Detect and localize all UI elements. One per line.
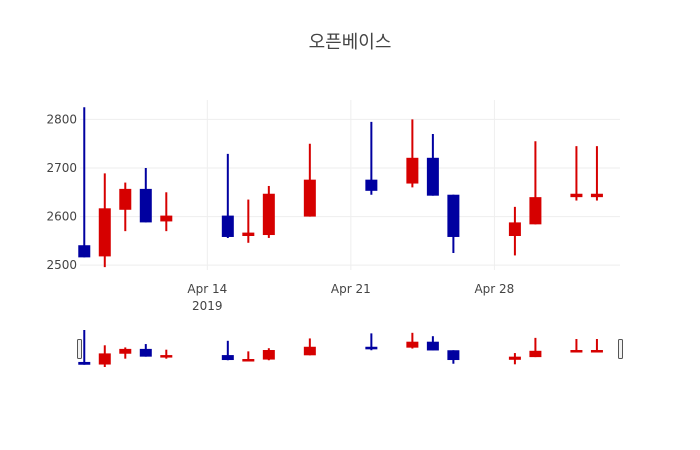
slider-candle — [221, 340, 234, 361]
plot-area[interactable] — [78, 107, 603, 268]
slider-handle-right[interactable] — [618, 339, 623, 359]
x-tick-year: 2019 — [192, 299, 223, 313]
x-tick-label: Apr 28 — [474, 282, 514, 296]
slider-candle — [119, 347, 132, 359]
candle[interactable] — [139, 168, 152, 223]
candle[interactable] — [98, 173, 111, 268]
candle[interactable] — [529, 141, 542, 225]
slider-candle — [262, 348, 275, 361]
slider-candle — [365, 333, 378, 351]
slider-candle — [529, 337, 542, 358]
slider-candle — [160, 349, 173, 359]
slider-candle — [508, 353, 521, 365]
slider-candle — [426, 336, 439, 351]
slider-candle — [303, 338, 316, 356]
y-tick-label: 2500 — [46, 258, 77, 272]
x-tick-label: Apr 14 — [187, 282, 227, 296]
y-axis: 2500 2600 2700 2800 — [46, 112, 77, 272]
gridlines — [80, 100, 620, 270]
candle[interactable] — [508, 206, 521, 256]
candle[interactable] — [262, 185, 275, 238]
slider-handle-left[interactable] — [77, 339, 82, 359]
slider-candle — [139, 344, 152, 357]
candle[interactable] — [242, 199, 255, 243]
y-tick-label: 2800 — [46, 112, 77, 126]
slider-candle — [447, 350, 460, 364]
slider-candle — [98, 345, 111, 367]
x-axis: Apr 14 2019 Apr 21 Apr 28 — [187, 282, 514, 313]
candle[interactable] — [160, 192, 173, 232]
candle[interactable] — [119, 182, 132, 232]
x-tick-label: Apr 21 — [331, 282, 371, 296]
candle[interactable] — [303, 143, 316, 217]
y-tick-label: 2700 — [46, 161, 77, 175]
y-tick-label: 2600 — [46, 210, 77, 224]
slider-candle — [406, 332, 419, 349]
slider-candle — [590, 338, 603, 353]
chart-title: 오픈베이스 — [309, 32, 392, 53]
slider-candle — [570, 338, 583, 353]
candle[interactable] — [221, 153, 234, 238]
slider-candle — [242, 351, 255, 362]
candle[interactable] — [406, 119, 419, 188]
candle[interactable] — [365, 121, 378, 195]
candle[interactable] — [590, 146, 603, 201]
candle[interactable] — [570, 146, 583, 201]
range-slider[interactable] — [77, 330, 623, 367]
candle[interactable] — [426, 134, 439, 196]
slider-candle — [78, 330, 91, 365]
candle[interactable] — [447, 194, 460, 253]
candle[interactable] — [78, 107, 91, 258]
